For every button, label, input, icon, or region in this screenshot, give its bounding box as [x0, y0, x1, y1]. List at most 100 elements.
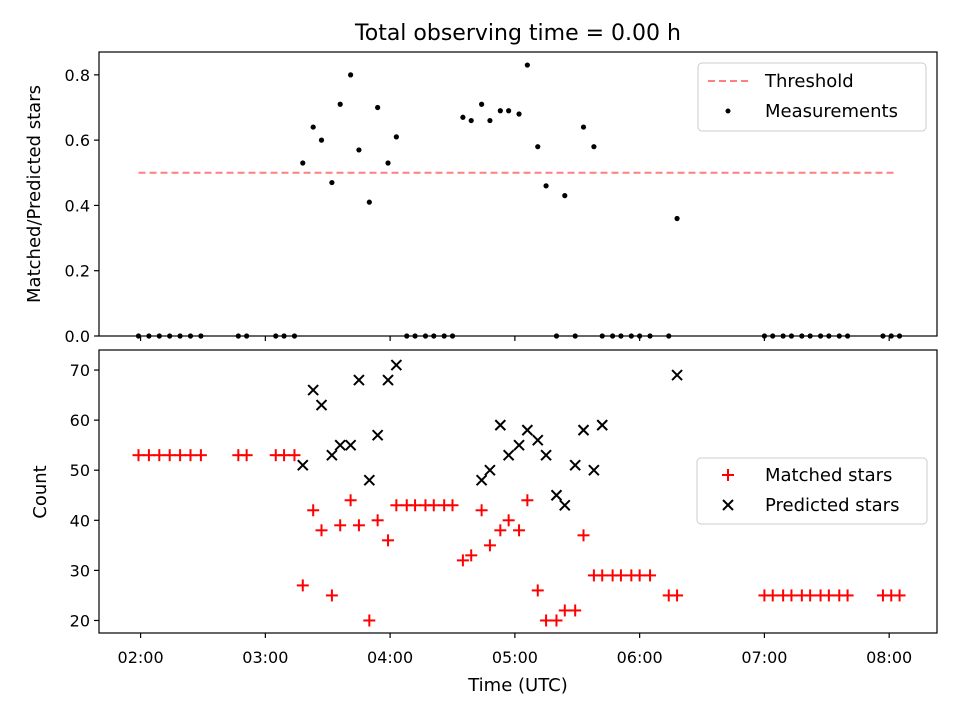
- measurement-point: [599, 333, 605, 339]
- chart-title: Total observing time = 0.00 h: [354, 21, 681, 46]
- predicted-star-point: [540, 449, 552, 461]
- measurement-point: [348, 72, 354, 78]
- measurement-point: [431, 333, 437, 339]
- measurement-point: [177, 333, 183, 339]
- matched-star-point: [766, 589, 779, 602]
- bottom-legend-box: [696, 457, 928, 525]
- top-y-tick-label: 0.6: [65, 131, 90, 150]
- measurement-point: [637, 333, 643, 339]
- measurement-point: [281, 333, 287, 339]
- measurement-point: [618, 333, 624, 339]
- predicted-star-point: [550, 489, 563, 501]
- matched-star-point: [363, 614, 376, 627]
- bottom-y-tick-label: 30: [70, 561, 90, 580]
- matched-star-point: [153, 449, 166, 462]
- matched-star-point: [614, 569, 627, 582]
- measurement-point: [572, 333, 578, 339]
- measurement-point: [888, 333, 894, 339]
- predicted-star-point: [494, 419, 507, 431]
- legend-matched-label: Matched stars: [765, 465, 892, 486]
- measurement-point: [244, 333, 250, 339]
- x-axis-label: Time (UTC): [467, 675, 568, 696]
- matched-star-point: [184, 449, 197, 462]
- matched-star-point: [785, 589, 798, 602]
- matched-star-point: [483, 539, 496, 552]
- measurement-point: [516, 111, 522, 117]
- matched-star-point: [315, 524, 328, 537]
- bottom-x-tick-label: 08:00: [866, 648, 912, 667]
- predicted-star-point: [532, 434, 544, 446]
- top-y-tick-label: 0.8: [65, 66, 90, 85]
- measurement-point: [449, 333, 456, 339]
- measurement-point: [291, 333, 298, 339]
- top-legend-box: [697, 62, 927, 132]
- measurement-point: [761, 333, 768, 339]
- predicted-star-point: [596, 419, 608, 431]
- bottom-y-tick-label: 70: [70, 361, 90, 380]
- measurement-point: [393, 134, 399, 140]
- bottom-y-tick-label: 40: [70, 511, 90, 530]
- bottom-y-tick-label: 50: [70, 461, 90, 480]
- bottom-panel: 20 30 40 50 60 70 02:00 03:00 04:00 05:00 06:00 07:…: [70, 349, 938, 667]
- top-y-tick-label: 0.0: [65, 327, 90, 346]
- bottom-x-tick-label: 06:00: [617, 648, 663, 667]
- predicted-star-point: [484, 464, 496, 476]
- measurement-point: [780, 333, 786, 339]
- matched-star-point: [502, 514, 515, 527]
- measurement-point: [300, 160, 306, 166]
- measurement-point: [337, 101, 343, 107]
- matched-star-point: [163, 449, 176, 462]
- predicted-star-point: [315, 399, 328, 411]
- measurement-point: [497, 108, 503, 114]
- matched-star-point: [494, 524, 507, 537]
- matched-star-point: [390, 499, 403, 512]
- predicted-star-point: [363, 474, 376, 486]
- measurement-point: [770, 333, 776, 339]
- measurement-point: [674, 215, 680, 222]
- predicted-star-point: [671, 369, 683, 381]
- legend-threshold-label: Threshold: [764, 71, 854, 92]
- measurement-point: [187, 333, 194, 339]
- measurement-point: [553, 333, 560, 339]
- matched-star-point: [633, 569, 646, 582]
- bottom-x-tick-label: 07:00: [741, 648, 787, 667]
- measurement-point: [580, 124, 587, 130]
- matched-star-point: [569, 604, 582, 617]
- predicted-star-point: [390, 359, 403, 371]
- measurement-point: [422, 333, 429, 339]
- legend-predicted-label: Predicted stars: [765, 495, 899, 516]
- measurement-point: [460, 114, 466, 120]
- top-y-tick-label: 0.2: [65, 262, 90, 281]
- predicted-star-point: [588, 464, 600, 476]
- matched-star-point: [521, 494, 534, 507]
- matched-star-point: [278, 449, 291, 462]
- matched-star-point: [240, 449, 253, 462]
- top-panel: 0.0 0.2 0.4 0.6 0.8: [65, 51, 938, 346]
- matched-star-point: [841, 589, 854, 602]
- bottom-y-tick-label: 60: [70, 411, 90, 430]
- measurement-point: [506, 108, 512, 114]
- matched-star-point: [465, 549, 478, 562]
- predicted-star-point: [326, 449, 338, 461]
- measurement-point: [543, 183, 549, 189]
- predicted-star-point: [353, 374, 365, 386]
- matched-star-point: [296, 579, 309, 592]
- bottom-y-axis-label: Count: [30, 465, 51, 518]
- matched-star-point: [194, 449, 207, 462]
- measurement-point: [167, 333, 173, 339]
- matched-star-point: [409, 499, 422, 512]
- measurement-point: [844, 333, 851, 339]
- measurement-point: [591, 144, 597, 150]
- legend-measurements-swatch: [725, 108, 731, 114]
- measurement-point: [524, 62, 530, 68]
- predicted-star-point: [569, 459, 581, 471]
- matched-star-point: [132, 449, 145, 462]
- predicted-star-point: [344, 439, 357, 451]
- matched-star-point: [822, 589, 835, 602]
- matched-star-point: [893, 589, 906, 602]
- measurement-point: [836, 333, 842, 339]
- measurement-point: [666, 333, 672, 339]
- matched-star-point: [804, 589, 817, 602]
- bottom-x-tick-label: 05:00: [492, 648, 538, 667]
- measurement-point: [273, 333, 279, 339]
